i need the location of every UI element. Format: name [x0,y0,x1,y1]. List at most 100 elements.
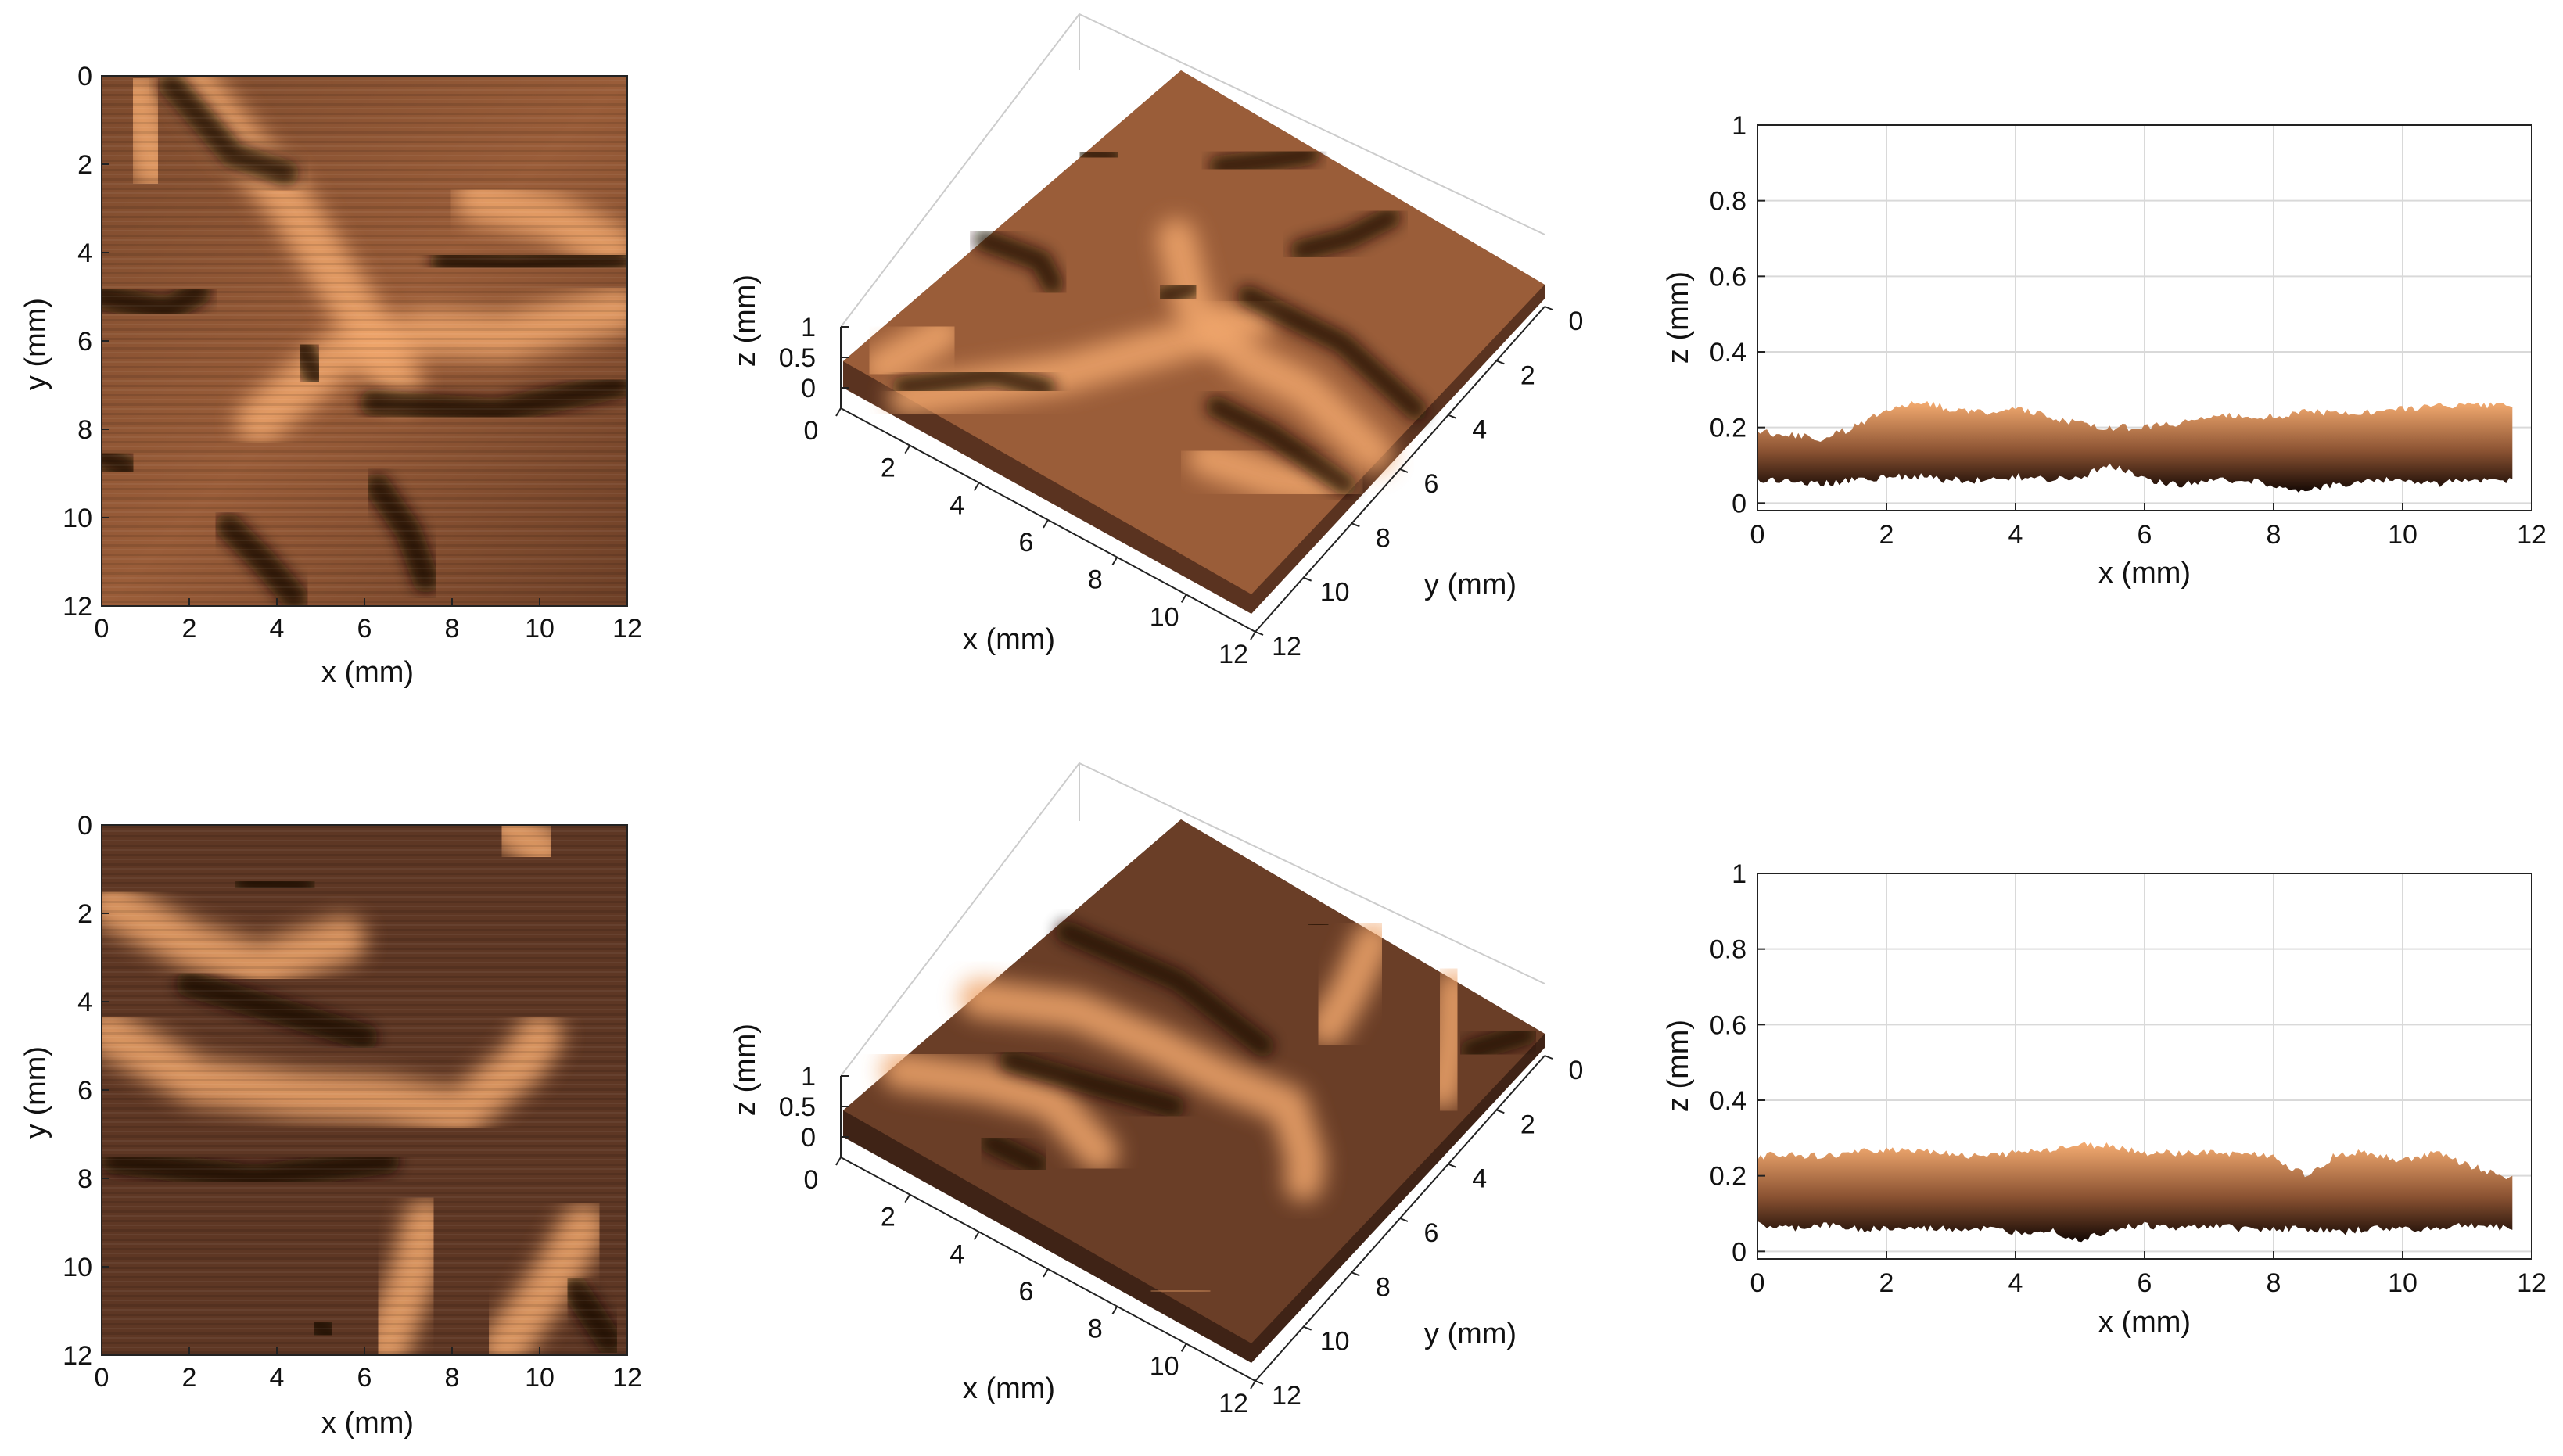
x-tick-label: 10 [525,1363,555,1393]
y-tick-label: 4 [1472,1164,1487,1194]
dark-groove [1290,206,1401,262]
dark-groove [892,364,1057,400]
x-tick-label: 12 [2517,520,2547,550]
y-axis-label: y (mm) [20,298,52,390]
y-axis-label: y (mm) [1424,1318,1517,1350]
x-axis-label: x (mm) [321,656,414,689]
x-tick-label: 12 [1219,1389,1248,1418]
y-tick-mark [1399,468,1409,473]
x-tick-mark [904,445,911,454]
y-axis-label: z (mm) [1662,271,1695,364]
x-axis-label: x (mm) [963,1372,1055,1405]
y-tick-mark [1303,1325,1312,1331]
x-tick-mark [973,1231,980,1240]
x-tick-label: 2 [881,454,896,483]
z-tick-label: 0.5 [779,1092,816,1122]
x-tick-label: 8 [1088,565,1103,595]
y-tick-label: 6 [77,327,92,357]
y-tick-mark [1255,631,1264,636]
x-tick-label: 10 [1150,1351,1179,1381]
x-tick-mark [1180,594,1187,603]
x-tick-label: 12 [612,1363,642,1393]
y-tick-label: 8 [1376,1272,1391,1302]
x-tick-label: 0 [804,1165,819,1195]
x-tick-mark [1250,631,1256,640]
dark-groove [1074,142,1124,168]
x-axis-label: x (mm) [2098,557,2191,590]
y-tick-label: 4 [77,238,92,268]
x-tick-mark [1043,1268,1049,1278]
y-tick-label: 0 [77,811,92,841]
x-tick-label: 10 [2388,520,2418,550]
z-tick-label: 0 [801,1123,816,1153]
x-tick-label: 0 [95,1363,109,1393]
x-tick-mark [835,1157,842,1166]
x-tick-label: 2 [182,1363,197,1393]
y-tick-label: 1 [1732,111,1746,141]
light-ridge [1423,969,1474,1110]
x-tick-mark [973,482,980,491]
heatmap-stripes [102,76,627,606]
x-tick-label: 8 [2267,520,2281,550]
dark-groove [973,229,1064,295]
x-axis-label: x (mm) [2098,1306,2191,1339]
z-tick-label: 1 [801,1062,816,1092]
x-tick-label: 6 [357,1363,372,1393]
profile-area [1757,400,2513,493]
x-axis-label: x (mm) [321,1407,414,1440]
x-tick-label: 6 [2138,1268,2152,1298]
dark-groove [1154,276,1202,308]
x-tick-label: 4 [270,614,285,644]
y-tick-label: 2 [1520,1110,1535,1139]
x-tick-label: 4 [2008,520,2023,550]
profile-row2: 0 2 4 6 8 10 12 0 0.2 0.4 0.6 0.8 1 x (mm) z (mm) [1662,859,2547,1339]
x-tick-label: 0 [1750,520,1765,550]
y-tick-mark [1255,1380,1264,1385]
profile-row1: 0 2 4 6 8 10 12 0 0.2 0.4 0.6 0.8 1 x (mm) z (mm) [1662,111,2547,590]
y-tick-label: 0.8 [1710,935,1746,965]
y-tick-label: 12 [63,1341,92,1371]
y-tick-label: 0 [1732,1237,1746,1267]
y-tick-mark [1351,1271,1360,1277]
y-tick-label: 12 [1272,632,1301,662]
x-tick-label: 8 [445,614,460,644]
y-tick-label: 0 [77,62,92,91]
x-tick-label: 8 [1088,1314,1103,1344]
x-tick-mark [904,1194,911,1203]
light-ridge [1187,437,1357,507]
x-tick-mark [1111,1306,1118,1315]
y-tick-label: 12 [63,592,92,622]
x-tick-label: 2 [182,614,197,644]
surface-texture [862,142,1427,507]
y-tick-label: 12 [1272,1381,1301,1411]
x-tick-label: 12 [612,614,642,644]
z-tick-label: 0 [801,374,816,403]
x-tick-label: 0 [95,614,109,644]
y-tick-label: 4 [1472,415,1487,445]
x-tick-label: 0 [804,416,819,446]
y-tick-label: 0.2 [1710,1162,1746,1192]
x-tick-label: 4 [2008,1268,2023,1298]
heatmap-stripes [102,825,627,1355]
z-tick-label: 1 [801,313,816,342]
light-ridge [881,1051,1119,1172]
y-tick-label: 4 [77,988,92,1017]
surface-texture [881,913,1537,1311]
dark-groove [1205,396,1356,496]
x-tick-mark [1043,519,1049,529]
y-tick-label: 2 [1520,360,1535,390]
x-tick-label: 12 [1219,640,1248,669]
x-tick-label: 0 [1750,1268,1765,1298]
light-ridge [959,978,1326,1202]
y-tick-label: 0.4 [1710,1086,1746,1116]
y-axis-label: y (mm) [1424,568,1517,601]
y-tick-label: 2 [77,150,92,180]
z-tick-label: 0.5 [779,343,816,373]
y-tick-label: 0 [1569,307,1584,336]
dark-groove [1300,913,1337,936]
z-axis-label: z (mm) [729,1024,762,1116]
y-tick-label: 10 [1320,578,1350,608]
